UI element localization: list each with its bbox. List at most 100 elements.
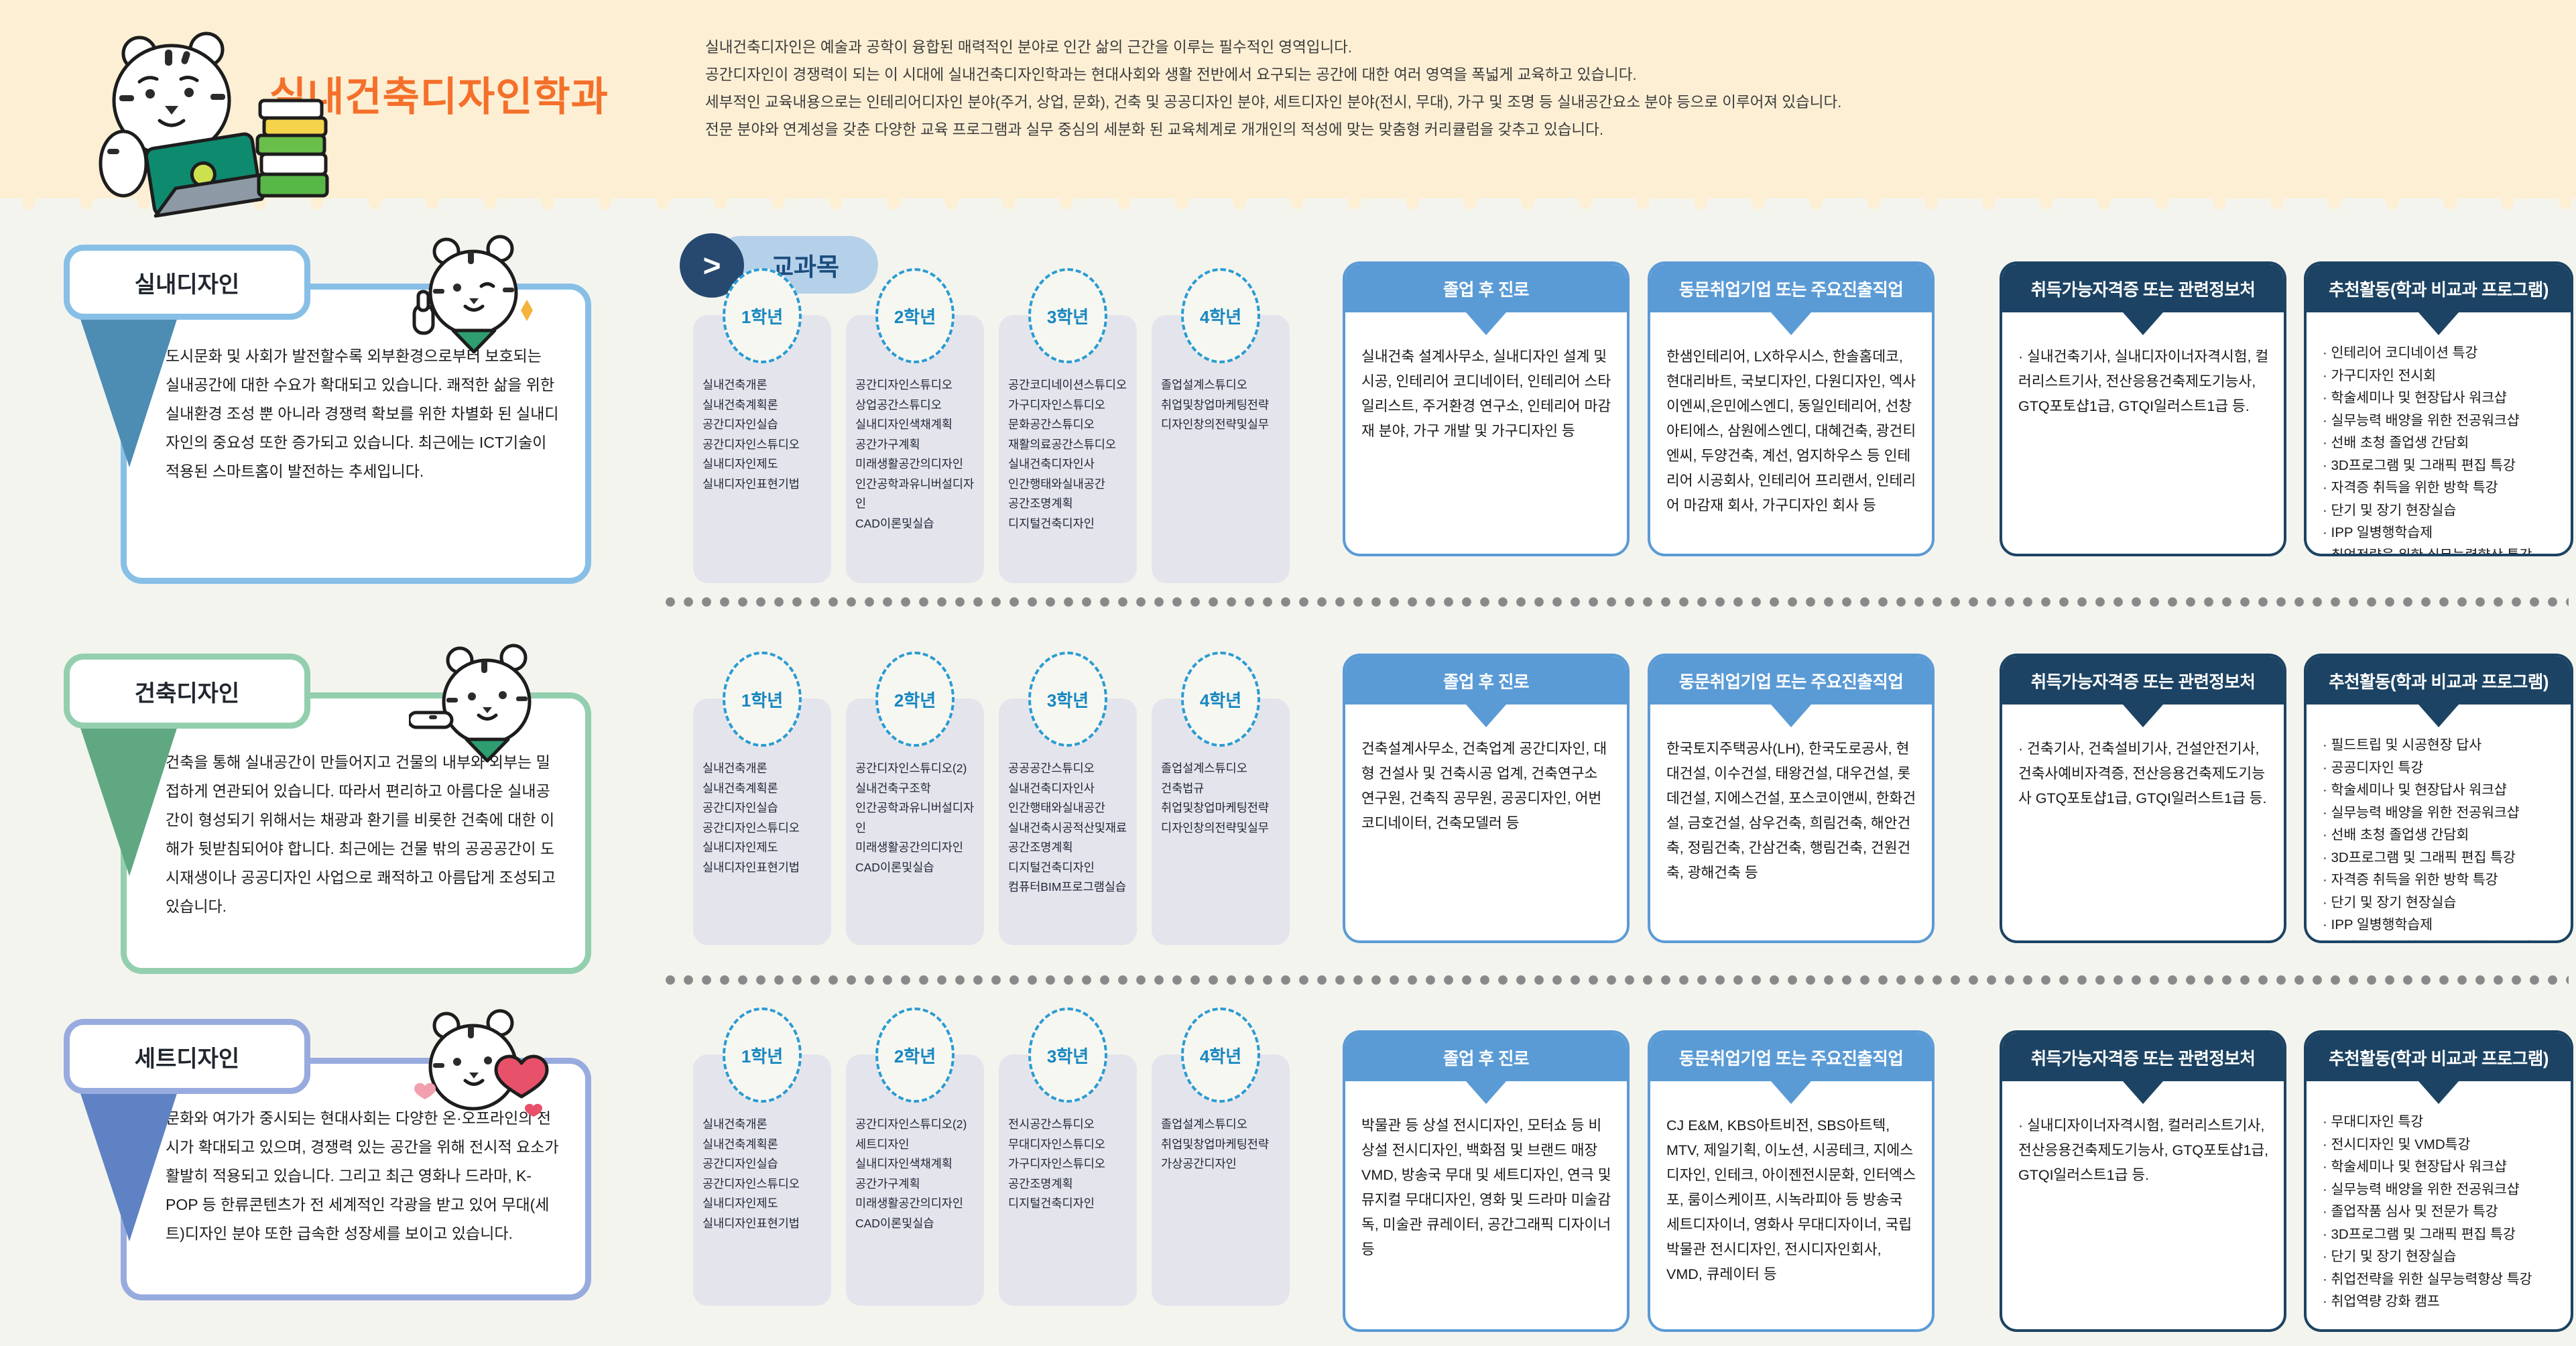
certifications-box-title: 취득가능자격증 또는 관련정보처: [2002, 1033, 2284, 1081]
pointer-notch: [2123, 312, 2163, 335]
activities-box-title: 추천활동(학과 비교과 프로그램): [2307, 656, 2571, 705]
page-title: 실내건축디자인학과: [269, 74, 609, 119]
certifications-box-title: 취득가능자격증 또는 관련정보처: [2002, 264, 2284, 312]
activities-box: 추천활동(학과 비교과 프로그램) · 필드트립 및 시공현장 답사 · 공공디…: [2304, 654, 2573, 943]
topic-title: 세트디자인: [134, 1046, 240, 1072]
activities-box-body: · 필드트립 및 시공현장 답사 · 공공디자인 특강 · 학술세미나 및 현장…: [2323, 737, 2532, 940]
year-column-3: 3학년 공간코디네이션스튜디오 가구디자인스튜디오 문화공간스튜디오 재활의료공…: [999, 268, 1137, 583]
pointer-notch: [2418, 705, 2459, 727]
year-badge: 1학년: [723, 652, 802, 747]
course-list: 실내건축개론 실내건축계획론 공간디자인실습 공간디자인스튜디오 실내디자인제도…: [702, 378, 800, 491]
pointer-notch: [1466, 312, 1506, 335]
companies-box-body: CJ E&M, KBS아트비전, SBS아트텍, MTV, 제일기획, 이노션,…: [1666, 1117, 1916, 1282]
activities-box: 추천활동(학과 비교과 프로그램) · 무대디자인 특강 · 전시디자인 및 V…: [2304, 1030, 2573, 1332]
year-column-4: 4학년 졸업설계스튜디오 취업및창업마케팅전략 가상공간디자인: [1152, 1007, 1290, 1306]
certifications-box-body: · 실내건축기사, 실내디자이너자격시험, 컬러리스트기사, 전산응용건축제도기…: [2018, 349, 2269, 414]
topic-title: 실내디자인: [134, 271, 240, 298]
pointer-notch: [2418, 1081, 2459, 1104]
career-box-title: 졸업 후 진로: [1345, 656, 1627, 705]
year-badge: 4학년: [1181, 1007, 1260, 1103]
year-column-2: 2학년 공간디자인스튜디오(2) 실내건축구조학 인간공학과유니버설디자인 미래…: [846, 652, 984, 945]
course-list: 공간코디네이션스튜디오 가구디자인스튜디오 문화공간스튜디오 재활의료공간스튜디…: [1008, 378, 1127, 530]
year-badge: 3학년: [1028, 268, 1107, 363]
certifications-box-body: · 건축기사, 건축설비기사, 건설안전기사, 건축사예비자격증, 전산응용건축…: [2018, 741, 2267, 806]
tiger-mascot-thumbs-up-icon: [412, 235, 533, 354]
year-column-3: 3학년 공공공간스튜디오 실내건축디자인사 인간행태와실내공간 실내건축시공적산…: [999, 652, 1137, 945]
topic-description: 문화와 여가가 중시되는 현대사회는 다양한 온·오프라인의 전시가 확대되고 …: [166, 1109, 559, 1242]
topic-description-box: 문화와 여가가 중시되는 현대사회는 다양한 온·오프라인의 전시가 확대되고 …: [121, 1058, 591, 1300]
certifications-box: 취득가능자격증 또는 관련정보처 · 건축기사, 건축설비기사, 건설안전기사,…: [2000, 654, 2286, 943]
bubble-tail: [78, 722, 179, 876]
tiger-mascot-heart-icon: [414, 1009, 549, 1117]
activities-box-body: · 인테리어 코디네이션 특강 · 가구디자인 전시회 · 학술세미나 및 현장…: [2323, 345, 2532, 556]
career-box: 졸업 후 진로 실내건축 설계사무소, 실내디자인 설계 및 시공, 인테리어 …: [1343, 261, 1630, 556]
companies-box-body: 한국토지주택공사(LH), 한국도로공사, 현대건설, 이수건설, 태왕건설, …: [1666, 741, 1916, 881]
pointer-notch: [2123, 1081, 2163, 1104]
career-box-body: 건축설계사무소, 건축업계 공간디자인, 대형 건설사 및 건축시공 업계, 건…: [1361, 741, 1607, 831]
certifications-box-body: · 실내디자이너자격시험, 컬러리스트기사, 전산응용건축제도기능사, GTQ포…: [2018, 1117, 2269, 1183]
year-column-3: 3학년 전시공간스튜디오 무대디자인스튜디오 가구디자인스튜디오 공간조명계획 …: [999, 1007, 1137, 1306]
topic-title-box: 실내디자인: [64, 245, 310, 320]
pointer-notch: [1771, 312, 1811, 335]
course-list: 전시공간스튜디오 무대디자인스튜디오 가구디자인스튜디오 공간조명계획 디지털건…: [1008, 1117, 1105, 1210]
dotted-separator: [665, 597, 2569, 608]
topic-description: 도시문화 및 사회가 발전할수록 외부환경으로부터 보호되는 실내공간에 대한 …: [166, 347, 559, 480]
dotted-separator: [665, 975, 2569, 986]
year-badge: 2학년: [875, 268, 955, 363]
career-box: 졸업 후 진로 박물관 등 상설 전시디자인, 모터쇼 등 비상설 전시디자인,…: [1343, 1030, 1630, 1332]
pointer-notch: [2123, 705, 2163, 727]
year-badge: 4학년: [1181, 268, 1260, 363]
year-badge: 3학년: [1028, 652, 1107, 747]
certifications-box: 취득가능자격증 또는 관련정보처 · 실내건축기사, 실내디자이너자격시험, 컬…: [2000, 261, 2286, 556]
topic-title-box: 건축디자인: [64, 654, 310, 729]
topic-title: 건축디자인: [134, 680, 240, 707]
companies-box: 동문취업기업 또는 주요진출직업 한국토지주택공사(LH), 한국도로공사, 현…: [1648, 654, 1935, 943]
career-box-title: 졸업 후 진로: [1345, 1033, 1627, 1081]
topic-description-box: 도시문화 및 사회가 발전할수록 외부환경으로부터 보호되는 실내공간에 대한 …: [121, 284, 591, 584]
course-list: 공간디자인스튜디오(2) 실내건축구조학 인간공학과유니버설디자인 미래생활공간…: [855, 761, 975, 874]
course-list: 공간디자인스튜디오(2) 세트디자인 실내디자인색채계획 공간가구계획 미래생활…: [855, 1117, 967, 1230]
year-badge: 3학년: [1028, 1007, 1107, 1103]
section-architecture-design: 건축을 통해 실내공간이 만들어지고 건물의 내부와 외부는 밀접하게 연관되어…: [0, 637, 2576, 974]
curriculum-label: 교과목: [712, 236, 878, 294]
year-badge: 4학년: [1181, 652, 1260, 747]
career-box-body: 실내건축 설계사무소, 실내디자인 설계 및 시공, 인테리어 코디네이터, 인…: [1361, 349, 1611, 439]
course-list: 졸업설계스튜디오 건축법규 취업및창업마케팅전략 디자인창의전략및실무: [1161, 761, 1269, 835]
year-column-1: 1학년 실내건축개론 실내건축계획론 공간디자인실습 공간디자인스튜디오 실내디…: [693, 1007, 831, 1306]
companies-box-title: 동문취업기업 또는 주요진출직업: [1650, 1033, 1932, 1081]
certifications-box-title: 취득가능자격증 또는 관련정보처: [2002, 656, 2284, 705]
activities-box-body: · 무대디자인 특강 · 전시디자인 및 VMD특강 · 학술세미나 및 현장답…: [2323, 1114, 2532, 1309]
topic-title-box: 세트디자인: [64, 1019, 310, 1094]
companies-box-body: 한샘인테리어, LX하우시스, 한솔홈데코, 현대리바트, 국보디자인, 다원디…: [1666, 349, 1916, 513]
tiger-mascot-pointing-icon: [409, 644, 532, 763]
intro-paragraph: 실내건축디자인은 예술과 공학이 융합된 매력적인 분야로 인간 삶의 근간을 …: [705, 39, 1842, 138]
pointer-notch: [1771, 705, 1811, 727]
section-interior-design: 도시문화 및 사회가 발전할수록 외부환경으로부터 보호되는 실내공간에 대한 …: [0, 228, 2576, 595]
year-column-4: 4학년 졸업설계스튜디오 건축법규 취업및창업마케팅전략 디자인창의전략및실무: [1152, 652, 1290, 945]
topic-description-box: 건축을 통해 실내공간이 만들어지고 건물의 내부와 외부는 밀접하게 연관되어…: [121, 692, 591, 974]
pointer-notch: [2418, 312, 2459, 335]
companies-box: 동문취업기업 또는 주요진출직업 CJ E&M, KBS아트비전, SBS아트텍…: [1648, 1030, 1935, 1332]
year-badge: 2학년: [875, 1007, 955, 1103]
pointer-notch: [1466, 1081, 1506, 1104]
bubble-tail: [78, 313, 179, 467]
pointer-notch: [1771, 1081, 1811, 1104]
year-badge: 1학년: [723, 268, 802, 363]
course-list: 졸업설계스튜디오 취업및창업마케팅전략 디자인창의전략및실무: [1161, 378, 1269, 431]
year-column-2: 2학년 공간디자인스튜디오(2) 세트디자인 실내디자인색채계획 공간가구계획 …: [846, 1007, 984, 1306]
top-band: [0, 0, 2576, 198]
course-list: 졸업설계스튜디오 취업및창업마케팅전략 가상공간디자인: [1161, 1117, 1269, 1170]
certifications-box: 취득가능자격증 또는 관련정보처 · 실내디자이너자격시험, 컬러리스트기사, …: [2000, 1030, 2286, 1332]
companies-box-title: 동문취업기업 또는 주요진출직업: [1650, 264, 1932, 312]
year-column-1: 1학년 실내건축개론 실내건축계획론 공간디자인실습 공간디자인스튜디오 실내디…: [693, 652, 831, 945]
activities-box: 추천활동(학과 비교과 프로그램) · 인테리어 코디네이션 특강 · 가구디자…: [2304, 261, 2573, 556]
career-box-title: 졸업 후 진로: [1345, 264, 1627, 312]
career-box-body: 박물관 등 상설 전시디자인, 모터쇼 등 비상설 전시디자인, 백화점 및 브…: [1361, 1117, 1611, 1258]
activities-box-title: 추천활동(학과 비교과 프로그램): [2307, 1033, 2571, 1081]
career-box: 졸업 후 진로 건축설계사무소, 건축업계 공간디자인, 대형 건설사 및 건축…: [1343, 654, 1630, 943]
pointer-notch: [1466, 705, 1506, 727]
scalloped-edge: [0, 198, 2576, 227]
topic-description: 건축을 통해 실내공간이 만들어지고 건물의 내부와 외부는 밀접하게 연관되어…: [166, 753, 556, 915]
section-set-design: 문화와 여가가 중시되는 현대사회는 다양한 온·오프라인의 전시가 확대되고 …: [0, 1007, 2576, 1343]
